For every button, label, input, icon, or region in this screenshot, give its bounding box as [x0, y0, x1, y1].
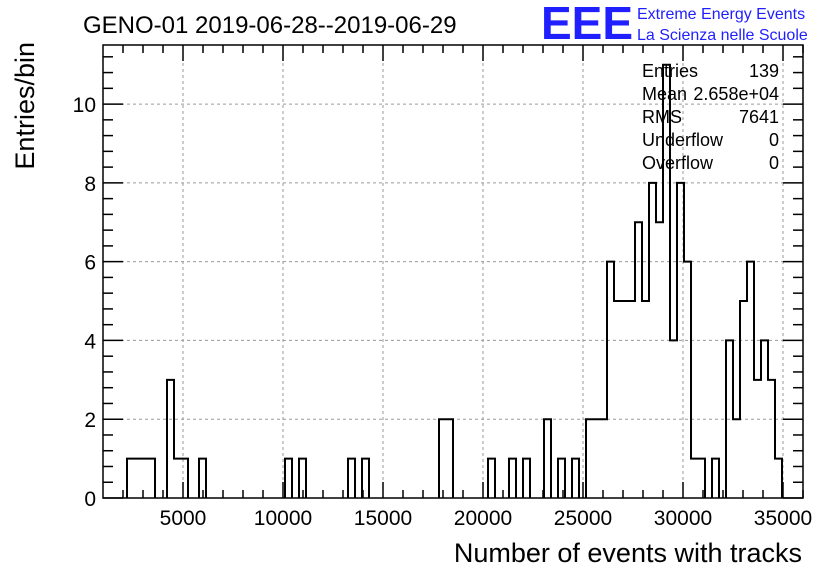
x-tick-label: 5000: [160, 507, 207, 530]
histogram-bin: [642, 301, 649, 498]
stat-underflow-value: 0: [769, 130, 779, 150]
histogram-bin: [285, 459, 292, 498]
histogram-bin: [607, 262, 614, 498]
logo-line-1: Extreme Energy Events: [637, 6, 805, 23]
stat-overflow-label: Overflow: [642, 153, 714, 173]
stat-overflow-value: 0: [769, 153, 779, 173]
histogram-bin: [656, 222, 663, 498]
histogram-bin: [523, 459, 530, 498]
stat-mean-label: Mean: [642, 84, 687, 104]
y-tick-label: 6: [84, 252, 96, 275]
y-tick-label: 4: [84, 330, 96, 353]
grid-lines: [103, 45, 803, 498]
histogram-bin: [684, 262, 691, 498]
stat-underflow-label: Underflow: [642, 130, 724, 150]
histogram-outline: [126, 63, 783, 498]
histogram-bin: [439, 419, 453, 498]
histogram-bin: [649, 183, 656, 498]
stat-mean-value: 2.658e+04: [693, 84, 779, 104]
stat-entries-label: Entries: [642, 61, 698, 81]
y-tick-label: 10: [73, 94, 96, 117]
stats-box: Entries 139 Mean 2.658e+04 RMS 7641 Unde…: [642, 61, 779, 173]
histogram-bin: [754, 380, 761, 498]
histogram-bin: [127, 459, 155, 498]
histogram-bin: [670, 340, 677, 498]
histogram-bin: [614, 301, 635, 498]
histogram-bin: [712, 459, 719, 498]
histogram-bin: [726, 340, 733, 498]
stat-rms-label: RMS: [642, 107, 682, 127]
y-axis-label: Entries/bin: [10, 42, 40, 170]
histogram-bin: [348, 459, 355, 498]
histogram-bin: [586, 419, 607, 498]
stat-entries-value: 139: [749, 61, 779, 81]
stat-rms-value: 7641: [739, 107, 779, 127]
chart-title: GENO-01 2019-06-28--2019-06-29: [83, 12, 457, 39]
eee-logo: EEE Extreme Energy Events La Scienza nel…: [541, 0, 808, 49]
x-tick-label: 30000: [654, 507, 712, 530]
histogram-bin: [740, 301, 747, 498]
plot-frame: [102, 44, 804, 499]
x-tick-label: 25000: [554, 507, 612, 530]
histogram-bin: [167, 380, 174, 498]
y-tick-label: 0: [84, 488, 96, 511]
x-tick-label: 10000: [254, 507, 312, 530]
x-tick-label: 35000: [754, 507, 812, 530]
histogram-bin: [775, 459, 782, 498]
x-tick-label: 15000: [354, 507, 412, 530]
histogram-bin: [544, 419, 551, 498]
histogram-bin: [677, 183, 684, 498]
histogram-bin: [558, 459, 565, 498]
x-tick-label: 20000: [454, 507, 512, 530]
logo-line-2: La Scienza nelle Scuole: [637, 27, 808, 44]
histogram-bin: [509, 459, 516, 498]
histogram-bin: [174, 459, 188, 498]
histogram-bin: [747, 262, 754, 498]
histogram-bin: [768, 380, 775, 498]
histogram-bin: [488, 459, 495, 498]
x-axis-label: Number of events with tracks: [454, 538, 802, 568]
y-tick-label: 2: [84, 409, 96, 432]
axis-ticks: [103, 45, 804, 499]
histogram-bin: [761, 340, 768, 498]
histogram-bin: [733, 419, 740, 498]
histogram-bin: [572, 459, 579, 498]
y-tick-label: 8: [84, 173, 96, 196]
histogram-bars: [126, 63, 783, 498]
tick-labels: 5000 10000 15000 20000 25000 30000 35000 0 2 4 6 8 1…: [73, 94, 813, 530]
logo-mark: EEE: [541, 0, 633, 49]
histogram-bin: [635, 222, 642, 498]
